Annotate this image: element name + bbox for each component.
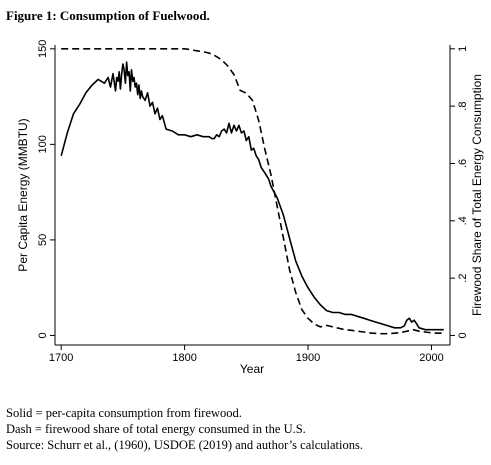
x-tick-label: 1900: [296, 352, 320, 364]
firewood-share-dashed-line: [61, 47, 444, 335]
y2-tick-label: .6: [457, 159, 469, 168]
line-chart: 1700 1800 1900 2000 0 50 100 150 0 .2 .4 .6 .8 1 Ye…: [16, 40, 484, 376]
x-tick-label: 1800: [172, 352, 196, 364]
y-axis-ticks: 0 50 100 150: [37, 40, 55, 339]
x-tick-label: 2000: [419, 352, 443, 364]
y-axis-title: Per Capita Energy (MMBTU): [16, 118, 30, 271]
note-dash-line: Dash = firewood share of total energy co…: [6, 422, 306, 436]
y-tick-label: 50: [37, 234, 49, 246]
y2-tick-label: .8: [457, 102, 469, 111]
y2-tick-label: 0: [457, 332, 469, 338]
y2-tick-label: .4: [457, 216, 469, 225]
figure-title: Figure 1: Consumption of Fuelwood.: [6, 8, 210, 23]
per-capita-energy-solid-line: [60, 61, 444, 331]
y2-tick-label: 1: [457, 46, 469, 52]
x-tick-label: 1700: [49, 352, 73, 364]
plot-frame: [54, 45, 451, 346]
y-tick-label: 0: [37, 332, 49, 338]
note-solid-line: Solid = per-capita consumption from fire…: [6, 406, 242, 420]
y-tick-label: 100: [37, 135, 49, 153]
y-tick-label: 150: [37, 40, 49, 58]
y2-tick-label: .2: [457, 274, 469, 283]
x-axis-title: Year: [240, 362, 264, 376]
y2-axis-ticks: 0 .2 .4 .6 .8 1: [450, 46, 469, 339]
y2-axis-title: Firewood Share of Total Energy Consumpti…: [470, 74, 484, 316]
x-axis-ticks: 1700 1800 1900 2000: [49, 345, 444, 364]
note-source: Source: Schurr et al., (1960), USDOE (20…: [6, 438, 363, 452]
figure-notes: Solid = per-capita consumption from fire…: [6, 405, 363, 453]
series-layer: [60, 47, 444, 335]
